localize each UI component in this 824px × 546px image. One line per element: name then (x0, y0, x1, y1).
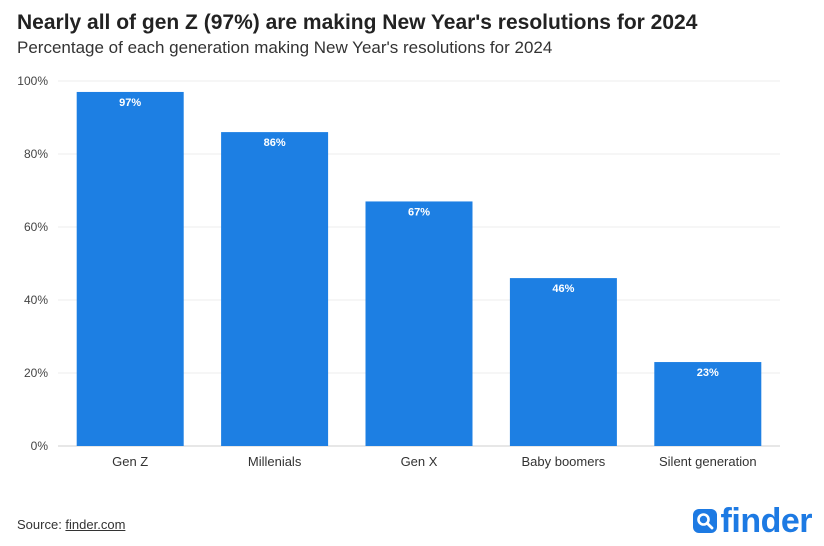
y-tick-label: 80% (24, 147, 48, 161)
x-tick-label: Millenials (248, 454, 302, 469)
finder-logo[interactable]: finder (692, 502, 813, 540)
bar (654, 362, 762, 446)
bar (76, 91, 184, 446)
bar (509, 278, 617, 446)
source-note: Source: finder.com (17, 517, 125, 532)
y-tick-label: 60% (24, 220, 48, 234)
y-tick-label: 0% (31, 439, 49, 453)
chart-subtitle: Percentage of each generation making New… (17, 38, 553, 57)
x-tick-label: Gen Z (112, 454, 148, 469)
bar-value-label: 46% (552, 283, 574, 295)
source-prefix: Source: (17, 517, 66, 532)
chart-title: Nearly all of gen Z (97%) are making New… (17, 11, 698, 34)
y-tick-label: 100% (17, 74, 48, 88)
magnifier-logo-icon (692, 509, 717, 533)
brand-name: finder (720, 502, 813, 540)
y-tick-label: 40% (24, 293, 48, 307)
bar-value-label: 67% (408, 206, 430, 218)
x-tick-label: Gen X (401, 454, 438, 469)
bar (365, 201, 473, 446)
source-link[interactable]: finder.com (65, 517, 126, 532)
bar (221, 132, 329, 446)
bar-value-label: 23% (697, 367, 719, 379)
bar-value-label: 97% (119, 97, 141, 109)
y-tick-label: 20% (24, 366, 48, 380)
bar-value-label: 86% (264, 137, 286, 149)
x-tick-label: Silent generation (659, 454, 757, 469)
x-tick-label: Baby boomers (521, 454, 605, 469)
